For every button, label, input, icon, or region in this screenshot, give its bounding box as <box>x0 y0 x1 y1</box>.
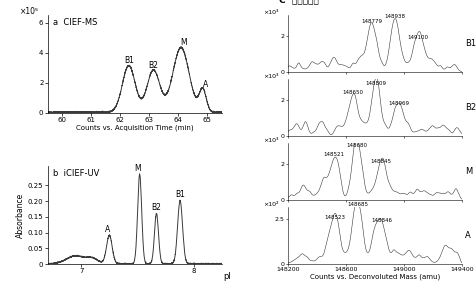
Text: 148523: 148523 <box>324 214 345 220</box>
Text: 148846: 148846 <box>371 218 392 223</box>
Text: 148685: 148685 <box>347 202 368 207</box>
Text: ×10³: ×10³ <box>263 74 279 80</box>
Text: 148845: 148845 <box>371 160 392 164</box>
Text: B1: B1 <box>465 39 476 48</box>
Text: B2: B2 <box>465 103 476 112</box>
Text: 148521: 148521 <box>324 152 345 157</box>
Text: 148809: 148809 <box>366 81 387 86</box>
Text: M: M <box>134 164 141 173</box>
Text: pl: pl <box>223 272 231 281</box>
X-axis label: Counts vs. Acquisition Time (min): Counts vs. Acquisition Time (min) <box>76 124 193 131</box>
Text: ×10²: ×10² <box>263 202 279 207</box>
Text: B2: B2 <box>149 61 159 70</box>
Text: ×10⁵: ×10⁵ <box>20 7 39 16</box>
Text: M: M <box>465 167 473 176</box>
Text: A: A <box>104 225 110 234</box>
Text: B1: B1 <box>124 56 134 65</box>
Text: 148680: 148680 <box>347 143 368 148</box>
Text: ×10³: ×10³ <box>263 11 279 15</box>
Text: B1: B1 <box>175 190 185 200</box>
Text: ×10³: ×10³ <box>263 138 279 143</box>
Text: A: A <box>465 231 471 240</box>
Text: C  解卷积结果: C 解卷积结果 <box>279 0 319 4</box>
Text: A: A <box>203 80 208 89</box>
Text: B2: B2 <box>151 203 161 212</box>
Text: M: M <box>180 38 187 47</box>
Text: 148779: 148779 <box>361 19 382 24</box>
Y-axis label: Absorbance: Absorbance <box>16 193 25 238</box>
X-axis label: Counts vs. Deconvoluted Mass (amu): Counts vs. Deconvoluted Mass (amu) <box>309 274 440 281</box>
Text: 148938: 148938 <box>384 14 405 19</box>
Text: 149100: 149100 <box>408 35 429 40</box>
Text: 148969: 148969 <box>389 101 410 106</box>
Text: 148650: 148650 <box>342 90 364 95</box>
Text: a  CIEF-MS: a CIEF-MS <box>53 18 97 27</box>
Text: b  iCIEF-UV: b iCIEF-UV <box>53 169 99 178</box>
